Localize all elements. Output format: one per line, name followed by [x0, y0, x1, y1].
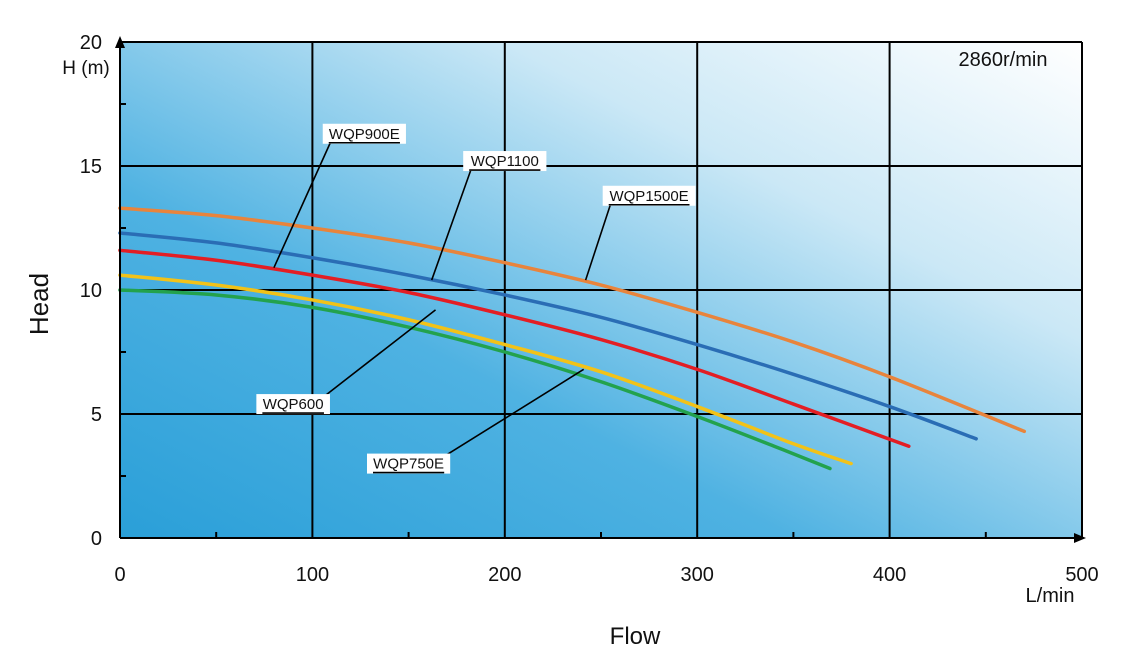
series-line-wqp1500e	[118, 206, 1027, 434]
series-line-wqp900e	[118, 248, 911, 448]
y-tick-label: 10	[80, 280, 102, 302]
label-wqp1500e: WQP1500E	[609, 188, 688, 205]
x-tick-label: 300	[681, 564, 714, 586]
label-box-wqp1500e	[602, 185, 696, 206]
leader-line-wqp600	[321, 309, 437, 399]
label-box-wqp750e	[367, 453, 451, 474]
leader-line-wqp1100	[430, 168, 472, 281]
label-layer: WQP900E WQP1100 WQP1500E WQP600 WQP750E	[256, 123, 696, 474]
y-axis-unit: H (m)	[62, 58, 109, 79]
y-tick-label: 0	[91, 528, 102, 550]
speed-annotation: 2860r/min	[959, 49, 1048, 71]
label-box-wqp900e	[322, 123, 406, 144]
x-tick-label: 400	[873, 564, 906, 586]
leader-line-wqp1500e	[584, 203, 612, 281]
series-layer	[118, 206, 1027, 471]
x-tick-label: 0	[114, 564, 125, 586]
label-wqp750e: WQP750E	[373, 456, 444, 473]
x-axis-unit: L/min	[1026, 585, 1075, 607]
series-line-wqp750e	[118, 288, 832, 471]
x-tick-label: 200	[488, 564, 521, 586]
series-line-wqp600	[118, 273, 853, 466]
series-line-wqp1100	[118, 231, 978, 441]
y-tick-label: 5	[91, 404, 102, 426]
y-tick-label: 20	[80, 32, 102, 54]
leader-line-wqp750e	[441, 368, 585, 459]
x-tick-label: 100	[296, 564, 329, 586]
grid-layer	[120, 41, 1083, 538]
label-wqp600: WQP600	[263, 396, 324, 413]
x-axis-title: Flow	[610, 623, 661, 650]
label-wqp1100: WQP1100	[471, 153, 539, 170]
y-axis-title: Head	[24, 273, 54, 335]
y-axis-arrow	[115, 36, 125, 48]
x-tick-label: 500	[1065, 564, 1098, 586]
x-axis-arrow	[1074, 533, 1086, 543]
y-tick-label: 15	[80, 156, 102, 178]
leader-line-wqp900e	[273, 141, 332, 269]
label-wqp900e: WQP900E	[329, 126, 400, 143]
axis-layer: 0 100 200 300 400 500 0 5 10 15 20	[80, 32, 1099, 586]
label-box-wqp1100	[463, 151, 547, 172]
label-box-wqp600	[256, 394, 330, 415]
